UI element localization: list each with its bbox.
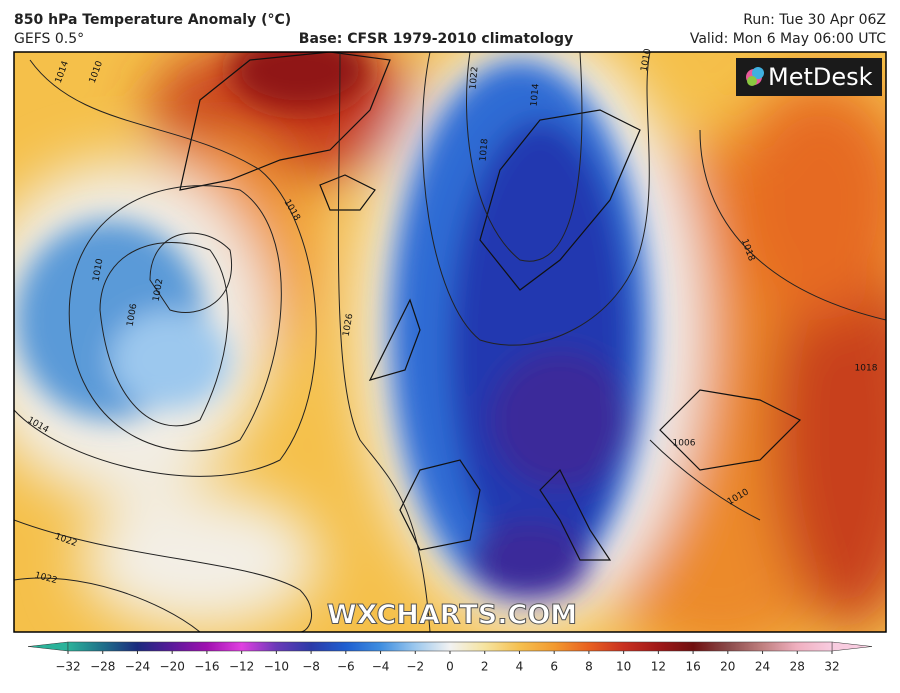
map-frame [13,51,887,633]
colorbar-label: 2 [481,660,489,674]
run: Run: Tue 30 Apr 06Z [743,12,886,28]
colorbar-label: −20 [160,660,185,674]
colorbar-label: −32 [55,660,80,674]
contour-label: 1006 [126,303,140,328]
contour-label: 1018 [855,364,878,374]
colorbar-bar [67,641,833,652]
map [14,52,886,632]
logo: MetDesk [768,63,873,91]
colorbar: −32 −28 −24 −20 −16 −12 −10 −8 −6 −4 −2 0 2 4 6 8 10 12 16… [27,641,873,674]
colorbar-label: 0 [446,660,454,674]
contour-label: 1018 [479,138,491,162]
contour-label: 1026 [342,313,356,338]
colorbar-label: 6 [550,660,558,674]
contour-label: 1002 [152,278,166,302]
colorbar-label: 4 [516,660,524,674]
colorbar-label: −8 [302,660,320,674]
colorbar-label: −16 [194,660,219,674]
logo-icon [746,67,764,86]
colorbar-label: −12 [229,660,254,674]
colorbar-start [27,641,69,652]
contour-label: 1022 [469,66,481,90]
colorbar-label: 10 [616,660,631,674]
colorbar-end [831,641,873,652]
colorbar-label: −28 [90,660,115,674]
colorbar-label: −6 [337,660,355,674]
colorbar-label: 12 [651,660,666,674]
colorbar-label: −4 [372,660,390,674]
colorbar-label: −2 [406,660,424,674]
colorbar-label: 28 [790,660,805,674]
contour-label: 1014 [530,83,542,107]
model: GEFS 0.5° [14,31,84,47]
colorbar-label: −24 [125,660,150,674]
contour-label: 1010 [640,48,654,73]
colorbar-label: 32 [824,660,839,674]
colorbar-label: 24 [755,660,770,674]
colorbar-label: 16 [685,660,700,674]
colorbar-label: 8 [585,660,593,674]
colorbar-label: −10 [264,660,289,674]
title: 850 hPa Temperature Anomaly (°C) [14,12,291,28]
valid: Valid: Mon 6 May 06:00 UTC [690,31,886,47]
colorbar-label: 20 [720,660,735,674]
contour-label: 1010 [92,258,106,283]
watermark: WXCHARTS.COM [327,600,577,631]
contour-label: 1006 [673,439,696,449]
base: Base: CFSR 1979-2010 climatology [299,31,573,47]
